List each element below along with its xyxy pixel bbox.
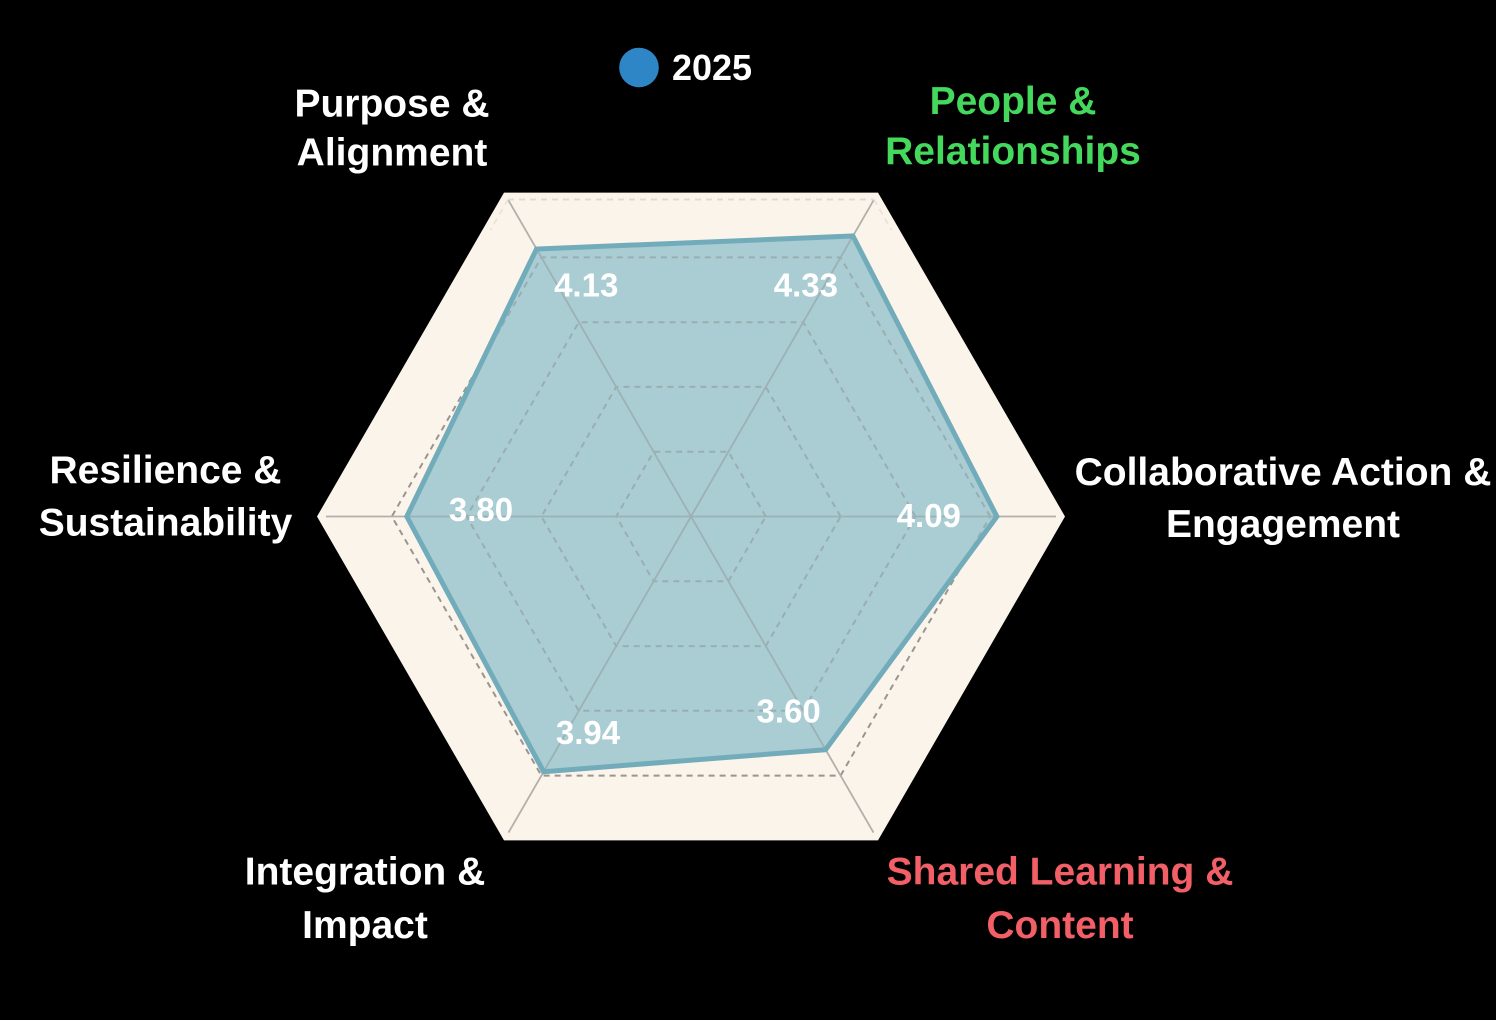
svg-text:Collaborative Action &: Collaborative Action & <box>1075 451 1492 494</box>
svg-text:4.33: 4.33 <box>774 267 838 304</box>
svg-text:People &: People & <box>930 80 1097 123</box>
svg-text:Integration &: Integration & <box>245 851 486 894</box>
svg-text:Purpose &: Purpose & <box>294 83 489 126</box>
svg-text:Impact: Impact <box>302 904 428 947</box>
svg-text:Content: Content <box>986 904 1133 947</box>
svg-text:Sustainability: Sustainability <box>39 501 293 544</box>
svg-text:2025: 2025 <box>672 47 752 88</box>
svg-text:Resilience &: Resilience & <box>50 449 282 492</box>
svg-text:Alignment: Alignment <box>297 132 488 175</box>
svg-text:4.13: 4.13 <box>554 267 618 304</box>
svg-text:4.09: 4.09 <box>897 497 961 534</box>
svg-text:3.80: 3.80 <box>449 491 513 528</box>
svg-text:3.94: 3.94 <box>556 714 621 751</box>
svg-text:Engagement: Engagement <box>1166 503 1400 546</box>
svg-text:Relationships: Relationships <box>885 130 1141 173</box>
svg-text:3.60: 3.60 <box>756 693 820 730</box>
svg-text:Shared Learning &: Shared Learning & <box>887 851 1234 894</box>
